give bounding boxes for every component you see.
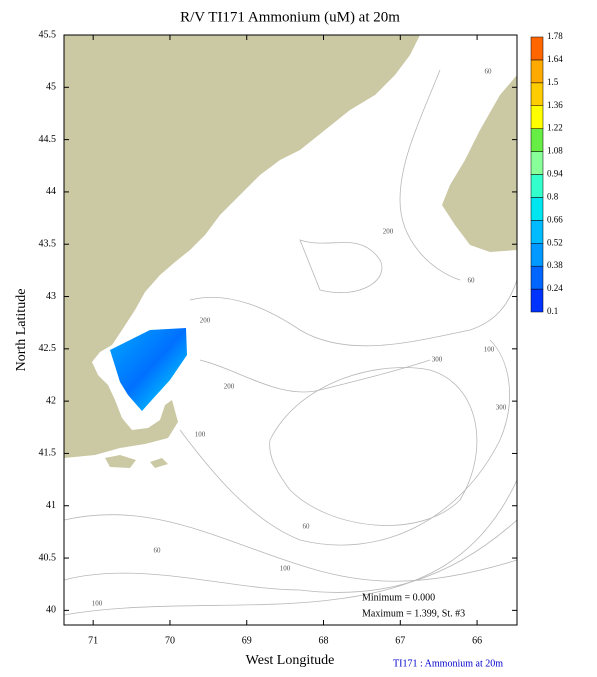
contour-line [399,69,461,281]
contour-label: 200 [224,383,235,391]
contour-label: 60 [485,68,493,76]
y-axis-label: North Latitude [14,289,29,372]
colorbar-label: 0.66 [547,214,563,224]
contour-label: 200 [383,228,394,236]
y-tick-label: 44 [46,186,56,197]
x-tick-label: 70 [165,635,175,646]
colorbar-label: 1.36 [547,100,563,110]
y-tick-label: 43 [46,291,56,302]
x-tick-label: 69 [242,635,252,646]
contour-line [64,519,517,593]
chart-title: R/V TI171 Ammonium (uM) at 20m [180,9,400,25]
y-tick-label: 41.5 [39,448,57,459]
colorbar-label: 0.1 [547,306,558,316]
land [150,458,168,468]
colorbar-swatch [530,265,544,290]
colorbar-swatch [530,151,544,175]
map-area [64,35,517,616]
x-tick-label: 66 [472,635,482,646]
colorbar-label: 0.8 [547,191,559,201]
x-tick-label: 67 [395,635,405,646]
colorbar-label: 0.24 [547,283,563,293]
colorbar-label: 0.38 [547,260,563,270]
x-tick-label: 68 [319,635,329,646]
y-tick-label: 42 [46,395,56,406]
contour-line [269,367,478,526]
contour-label: 100 [280,565,291,573]
y-tick-label: 42.5 [39,343,57,354]
footer: TI171 : Ammonium at 20m [393,658,503,669]
colorbar-label: 0.94 [547,169,563,179]
contour-line [64,514,517,582]
colorbar-swatch [530,288,544,313]
land [442,75,517,252]
x-axis-label: West Longitude [246,653,335,668]
colorbar-label: 1.64 [547,54,563,64]
colorbar-label: 1.78 [547,31,563,41]
contour-line [199,359,431,393]
contour-line [299,239,383,294]
colorbar-swatch [530,105,544,129]
y-tick-label: 44.5 [39,134,57,145]
contour-line [64,479,517,616]
colorbar-swatch [530,128,544,152]
land [105,455,136,468]
contour-label: 100 [484,346,495,354]
ammonium-patch [110,328,187,411]
contour-line [179,339,510,546]
colorbar-label: 0.52 [547,237,563,247]
maximum-label: Maximum = 1.399, St. #3 [362,608,465,619]
minimum-label: Minimum = 0.000 [362,592,435,603]
contour-label: 100 [92,600,103,608]
y-tick-label: 41 [46,500,56,511]
land [64,35,420,458]
contour-line [189,279,517,347]
colorbar-swatch [530,174,544,198]
colorbar-swatch [530,197,544,221]
depth-contours [64,69,517,616]
colorbar-label: 1.5 [547,77,559,87]
y-tick-label: 43.5 [39,239,57,250]
contour-label: 60 [154,547,162,555]
y-tick-label: 40 [46,605,56,616]
colorbar-label: 1.08 [547,146,563,156]
contour-label: 300 [432,356,443,364]
contour-label: 200 [200,317,211,325]
y-tick-label: 40.5 [39,552,57,563]
colorbar-swatch [530,243,544,267]
frame [63,34,518,626]
contour-label: 60 [468,277,476,285]
colorbar-swatch [530,36,544,61]
contour-label: 300 [496,404,507,412]
y-tick-label: 45 [46,82,56,93]
colorbar-swatch [530,82,544,107]
colorbar-label: 1.22 [547,123,563,133]
colorbar-swatch [530,59,544,84]
y-tick-label: 45.5 [39,29,57,40]
contour-label: 100 [195,431,206,439]
contour-label: 60 [303,523,311,531]
colorbar-swatch [530,220,544,244]
x-tick-label: 71 [88,635,98,646]
